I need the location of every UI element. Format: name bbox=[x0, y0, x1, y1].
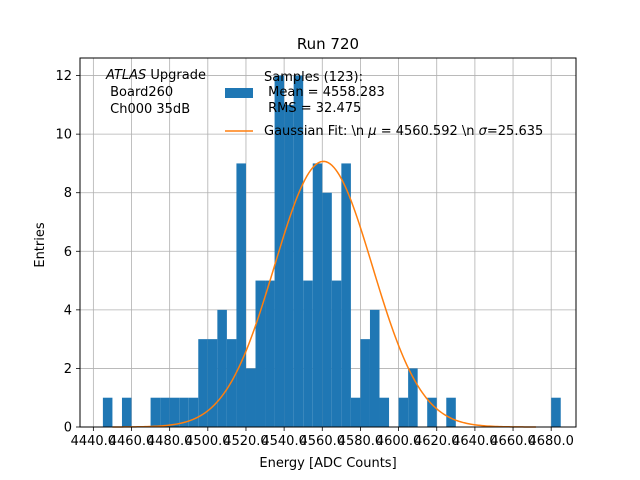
x-axis-label: Energy [ADC Counts] bbox=[259, 456, 396, 471]
x-axis-ticks: 4440.04460.04480.04500.04520.04540.04560… bbox=[71, 427, 574, 449]
histogram-bar bbox=[188, 397, 199, 427]
x-tick-label: 4500.0 bbox=[185, 434, 231, 449]
y-tick-label: 6 bbox=[64, 245, 72, 260]
histogram-bar bbox=[341, 163, 351, 427]
x-tick-label: 4460.0 bbox=[109, 434, 155, 449]
y-tick-label: 12 bbox=[55, 69, 72, 84]
histogram-bar bbox=[322, 192, 332, 427]
histogram-bar bbox=[217, 309, 227, 427]
x-tick-label: 4640.0 bbox=[452, 434, 498, 449]
x-tick-label: 4680.0 bbox=[528, 434, 574, 449]
legend-fit-label: Gaussian Fit: \n μ = 4560.592 \n σ=25.63… bbox=[264, 124, 543, 139]
annotation-line-2: Board260 bbox=[106, 85, 173, 100]
legend-fit-mu: μ bbox=[367, 124, 376, 139]
histogram-bar bbox=[236, 163, 246, 427]
histogram-bar bbox=[226, 339, 237, 427]
histogram-bar bbox=[255, 280, 266, 427]
histogram-bar bbox=[350, 397, 361, 427]
x-tick-label: 4580.0 bbox=[338, 434, 384, 449]
histogram-bar bbox=[551, 397, 561, 427]
y-tick-label: 10 bbox=[55, 128, 72, 143]
y-tick-label: 8 bbox=[64, 186, 72, 201]
annotation-atlas: ATLAS bbox=[105, 68, 146, 83]
histogram-bar bbox=[284, 104, 294, 427]
x-tick-label: 4660.0 bbox=[490, 434, 536, 449]
histogram-bar bbox=[360, 339, 370, 427]
legend-fit-mid: = 4560.592 \n bbox=[377, 124, 479, 139]
histogram-bar bbox=[369, 309, 380, 427]
gaussian-fit bbox=[112, 160, 536, 428]
y-tick-label: 0 bbox=[64, 421, 72, 436]
histogram-bar bbox=[398, 397, 409, 427]
histogram-bar bbox=[312, 163, 323, 427]
histogram-bar bbox=[160, 397, 170, 427]
legend-samples-label: Samples (123): bbox=[264, 70, 363, 85]
legend-rms-label: RMS = 32.475 bbox=[264, 101, 361, 116]
atlas-annotation: ATLAS Upgrade Board260 Ch000 35dB bbox=[105, 68, 206, 117]
gaussian-fit-curve bbox=[112, 160, 536, 428]
histogram-bar bbox=[245, 368, 256, 427]
histogram-bar bbox=[408, 368, 418, 427]
annotation-line-1: ATLAS Upgrade bbox=[105, 68, 206, 83]
x-tick-label: 4600.0 bbox=[376, 434, 422, 449]
histogram-bar bbox=[446, 397, 456, 427]
histogram-bar bbox=[265, 280, 275, 427]
annotation-upgrade: Upgrade bbox=[146, 68, 206, 83]
plot-frame bbox=[79, 57, 577, 428]
y-axis-ticks: 0 2 4 6 8 10 12 bbox=[55, 69, 80, 436]
histogram-bar bbox=[121, 397, 132, 427]
legend-mean-label: Mean = 4558.283 bbox=[264, 85, 385, 100]
chart-title: Run 720 bbox=[297, 35, 359, 53]
histogram-bar bbox=[150, 397, 161, 427]
histogram-bar bbox=[331, 280, 342, 427]
histogram-bar bbox=[179, 397, 189, 427]
x-tick-label: 4480.0 bbox=[147, 434, 193, 449]
histogram-bar bbox=[303, 280, 313, 427]
x-tick-label: 4520.0 bbox=[223, 434, 269, 449]
legend: Samples (123): Mean = 4558.283 RMS = 32.… bbox=[225, 70, 543, 139]
legend-fit-sigma: σ bbox=[479, 124, 488, 139]
x-tick-label: 4540.0 bbox=[261, 434, 307, 449]
y-axis-label: Entries bbox=[33, 222, 48, 268]
legend-samples-swatch bbox=[225, 88, 253, 98]
histogram-bar bbox=[427, 397, 437, 427]
histogram-bar bbox=[207, 339, 218, 427]
y-tick-label: 2 bbox=[64, 362, 72, 377]
annotation-line-3: Ch000 35dB bbox=[106, 102, 190, 117]
x-tick-label: 4620.0 bbox=[414, 434, 460, 449]
x-tick-label: 4440.0 bbox=[71, 434, 117, 449]
histogram-bar bbox=[102, 397, 113, 427]
histogram-bar bbox=[293, 75, 304, 428]
legend-fit-prefix: Gaussian Fit: \n bbox=[264, 124, 368, 139]
legend-fit-suffix: =25.635 bbox=[487, 124, 543, 139]
histogram-bar bbox=[379, 397, 390, 427]
histogram-bar bbox=[169, 397, 180, 427]
histogram-bar bbox=[198, 339, 208, 427]
y-tick-label: 4 bbox=[64, 303, 72, 318]
x-tick-label: 4560.0 bbox=[300, 434, 346, 449]
